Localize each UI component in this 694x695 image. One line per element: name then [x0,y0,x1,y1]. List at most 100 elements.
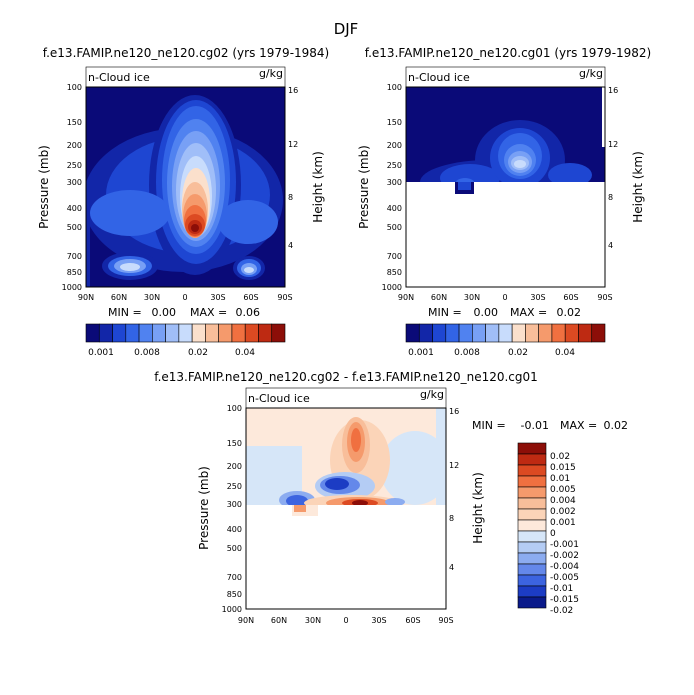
colorbar-swatch [591,323,606,343]
figure-title: DJF [334,20,359,38]
y-ticks: 100 150 200 250 300 400 500 700 850 1000 [222,404,242,614]
y-tick-label: 200 [227,462,242,471]
colorbar-label: 0.04 [235,348,255,358]
colorbar-label: 0.008 [134,348,160,358]
min-label: MIN = [472,419,506,432]
colorbar-swatch [511,323,526,343]
colorbar-label: 0 [550,529,556,539]
colorbar-swatch [525,323,539,343]
units-label: g/kg [579,67,603,80]
plot-area [246,408,446,609]
colorbar-swatch [517,453,547,466]
level-contour [514,160,526,168]
colorbar-swatch [418,323,433,343]
colorbar-swatch [517,552,547,565]
y-tick-label: 200 [67,141,82,150]
max-label: MAX = [190,306,227,319]
y-tick-label: 150 [67,118,82,127]
y-tick-label: 100 [387,83,402,92]
x-tick-label: 60S [405,616,420,625]
colorbar-swatch [152,323,166,343]
level-contour [286,495,308,507]
colorbar-labels: 0.001 0.008 0.02 0.04 [88,348,255,358]
y2-axis-label: Height (km) [631,151,645,222]
height-ticks: 16 12 8 4 [288,86,298,250]
level-contour [191,224,199,232]
colorbar-swatch [112,323,127,343]
min-label: MIN = [108,306,142,319]
y-tick-label: 250 [387,161,402,170]
panel-cg02: f.e13.FAMIP.ne120_ne120.cg02 (yrs 1979-1… [37,46,329,358]
level-contour [436,408,446,505]
max-label: MAX = [510,306,547,319]
colorbar-swatch [551,323,566,343]
units-label: g/kg [259,67,283,80]
masked-region [406,182,605,287]
colorbar-label: -0.002 [550,551,579,561]
colorbar-swatch [498,323,513,343]
colorbar-swatch [517,497,547,510]
y-tick-label: 250 [67,161,82,170]
colorbar-swatch [138,323,153,343]
y-tick-label: 850 [67,268,82,277]
x-tick-label: 0 [502,293,507,302]
y-tick-label: 400 [227,525,242,534]
plot-area [406,87,605,287]
panel-title: f.e13.FAMIP.ne120_ne120.cg01 (yrs 1979-1… [365,46,652,60]
x-tick-label: 90N [78,293,94,302]
colorbar-swatch [517,530,547,543]
colorbar-swatch [517,475,547,488]
max-value: 0.02 [557,306,582,319]
colorbar-swatch [244,323,259,343]
panel-difference: f.e13.FAMIP.ne120_ne120.cg02 - f.e13.FAM… [154,370,628,625]
colorbar-swatch [564,323,579,343]
y-tick-label: 700 [67,252,82,261]
colorbar-labels: 0.001 0.008 0.02 0.04 [408,348,575,358]
y-tick-label: 500 [227,544,242,553]
x-tick-label: 90N [238,616,254,625]
colorbar-label: -0.02 [550,606,573,616]
x-tick-label: 90S [438,616,453,625]
height-tick-label: 12 [449,461,459,470]
x-tick-label: 60S [243,293,258,302]
units-label: g/kg [420,388,444,401]
height-tick-label: 16 [288,86,298,95]
panel-title: f.e13.FAMIP.ne120_ne120.cg02 - f.e13.FAM… [154,370,538,384]
colorbar [517,442,547,609]
colorbar-swatch [258,323,273,343]
colorbar-swatch [485,323,500,343]
y-tick-label: 850 [227,590,242,599]
colorbar-swatch [517,442,547,455]
colorbar-swatch [178,323,193,343]
level-contour [380,431,446,505]
colorbar-label: 0.02 [550,452,570,462]
panel-cg01: f.e13.FAMIP.ne120_ne120.cg01 (yrs 1979-1… [357,46,651,358]
x-tick-label: 60N [431,293,447,302]
y-ticks: 100 150 200 250 300 400 500 700 850 1000 [382,83,402,292]
min-label: MIN = [428,306,462,319]
height-tick-label: 4 [288,241,293,250]
y-tick-label: 300 [67,178,82,187]
field-label: n-Cloud ice [248,392,310,405]
height-tick-label: 16 [608,86,618,95]
colorbar-label: 0.005 [550,485,576,495]
height-tick-label: 12 [608,140,618,149]
y-tick-label: 500 [67,223,82,232]
height-ticks: 16 12 8 4 [449,407,459,572]
plot-area [86,87,285,287]
x-tick-label: 90N [398,293,414,302]
level-contour [86,215,90,287]
height-tick-label: 8 [449,514,454,523]
colorbar-swatch [517,464,547,477]
colorbar-label: 0.04 [555,348,575,358]
colorbar-swatch [517,519,547,532]
colorbar-swatch [578,323,593,343]
min-value: -0.01 [521,419,549,432]
colorbar-label: 0.001 [88,348,114,358]
height-tick-label: 4 [449,563,454,572]
colorbar-swatch [517,563,547,576]
y2-axis-label: Height (km) [471,472,485,543]
y-tick-label: 850 [387,268,402,277]
min-value: 0.00 [152,306,177,319]
colorbar-swatch [271,323,286,343]
